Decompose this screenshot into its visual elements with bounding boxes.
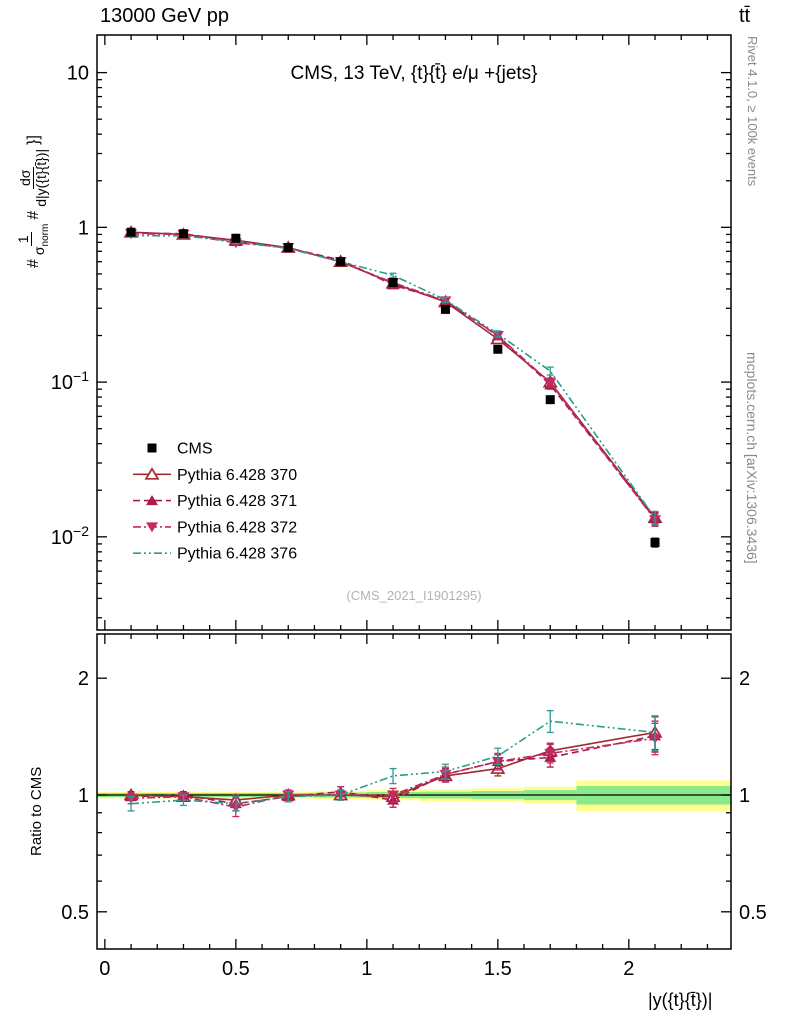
svg-text:0.5: 0.5 <box>61 902 89 924</box>
svg-text:1: 1 <box>78 785 89 807</box>
svg-text:0.5: 0.5 <box>739 902 767 924</box>
legend-entry-4: Pythia 6.428 376 <box>133 546 297 563</box>
main-y-axis-label: # 1 σnorm # dσ d|y({t}{t̄})| }] <box>15 135 52 268</box>
svg-text:1: 1 <box>361 958 372 980</box>
svg-text:0: 0 <box>99 958 110 980</box>
svg-text:2: 2 <box>739 668 750 690</box>
x-axis-label: |y({t}{t̄})| <box>648 990 713 1010</box>
ylabel-fraction-1: 1 σnorm <box>15 223 52 256</box>
analysis-id-watermark: (CMS_2021_I1901295) <box>346 588 482 603</box>
svg-text:2: 2 <box>623 958 634 980</box>
svg-text:2: 2 <box>78 668 89 690</box>
process-label: tt̄ <box>739 5 751 27</box>
series-cms <box>126 227 660 548</box>
svg-text:1: 1 <box>78 217 89 239</box>
main-panel-frame <box>96 34 732 631</box>
svg-text:1: 1 <box>739 785 750 807</box>
svg-text:Pythia 6.428 370: Pythia 6.428 370 <box>177 467 297 484</box>
svg-text:10−2: 10−2 <box>51 523 89 549</box>
rivet-version-note: Rivet 4.1.0, ≥ 100k events <box>745 36 760 187</box>
legend-entry-2: Pythia 6.428 371 <box>133 493 297 510</box>
legend-entry-3: Pythia 6.428 372 <box>133 519 297 536</box>
axis-ticks <box>97 35 731 949</box>
series-370 <box>123 225 663 807</box>
ratio-panel-frame <box>96 633 732 950</box>
svg-text:Pythia 6.428 372: Pythia 6.428 372 <box>177 519 297 536</box>
svg-text:Pythia 6.428 376: Pythia 6.428 376 <box>177 546 297 563</box>
ylabel-fraction-2: dσ d|y({t}{t̄})| <box>16 148 50 207</box>
svg-text:Pythia 6.428 371: Pythia 6.428 371 <box>177 493 297 510</box>
ratio-y-axis-label: Ratio to CMS <box>28 766 45 856</box>
legend-entry-1: Pythia 6.428 370 <box>133 467 297 484</box>
ylabel-hash1: # <box>24 259 42 268</box>
svg-text:CMS: CMS <box>177 441 213 458</box>
plot-title: CMS, 13 TeV, {t}{t̄} e/μ +{jets} <box>290 63 538 84</box>
ylabel-tail: }] <box>24 135 42 145</box>
tick-labels: 10 1 10−1 10−2 2 2 1 1 0.5 0.5 0 0.5 1 1.5 2 <box>51 63 767 980</box>
svg-text:10: 10 <box>67 63 89 85</box>
svg-text:0.5: 0.5 <box>222 958 250 980</box>
svg-text:10−1: 10−1 <box>51 368 89 394</box>
ylabel-hash2: # <box>24 210 42 220</box>
legend: CMS Pythia 6.428 370 Pythia 6.428 371 Pythi… <box>133 441 297 563</box>
legend-entry-0: CMS <box>147 441 213 458</box>
mcplots-reference-note: mcplots.cern.ch [arXiv:1306.3436] <box>744 352 760 564</box>
beam-energy-label: 13000 GeV pp <box>100 5 229 27</box>
svg-text:1.5: 1.5 <box>484 958 512 980</box>
